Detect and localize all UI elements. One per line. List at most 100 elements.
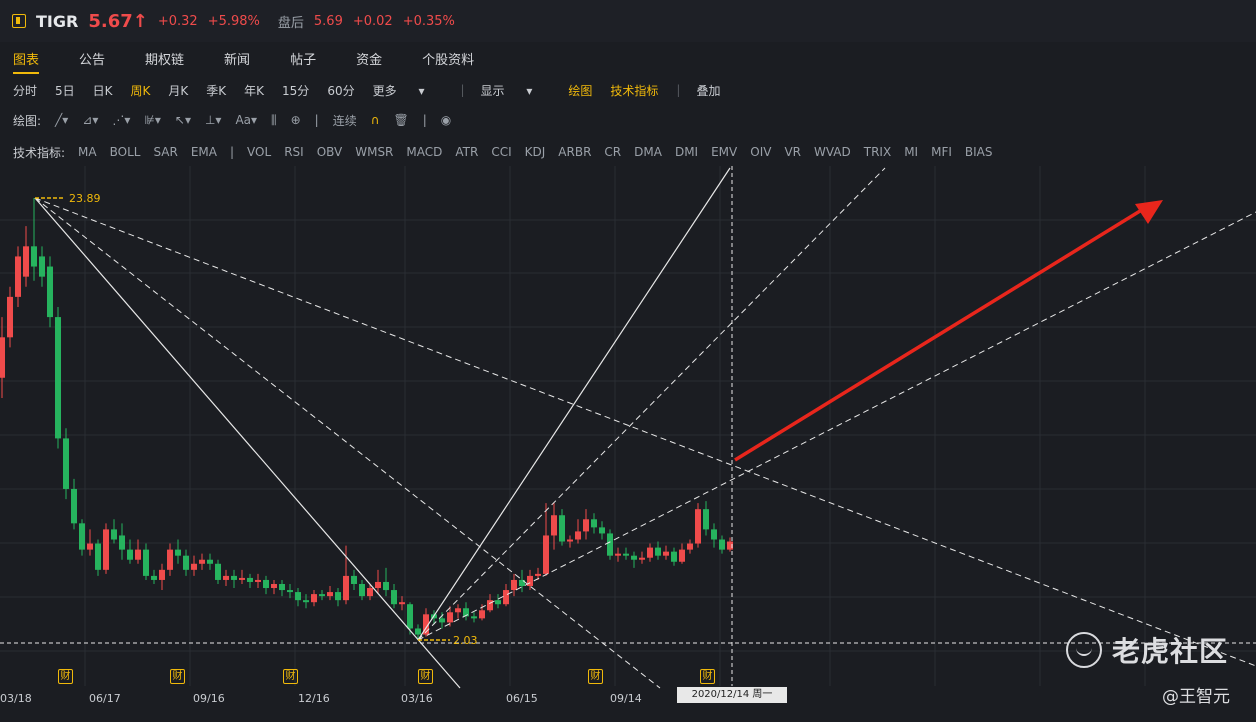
period-monthly[interactable]: 月K	[168, 83, 189, 98]
draw-toggle[interactable]: 绘图	[568, 83, 593, 98]
candle-body	[71, 488, 77, 524]
x-tick-label: 09/16	[193, 692, 225, 705]
indicator-sar[interactable]: SAR	[153, 145, 178, 159]
indicator-wvad[interactable]: WVAD	[814, 145, 851, 159]
candle-body	[215, 563, 221, 580]
candle-body	[271, 583, 277, 589]
overlay-button[interactable]: 叠加	[696, 83, 721, 98]
indicator-cci[interactable]: CCI	[491, 145, 512, 159]
candle-body	[455, 608, 461, 613]
crosshair-date-label: 2020/12/14 周一	[677, 687, 787, 703]
indicator-rsi[interactable]: RSI	[284, 145, 304, 159]
bar-pattern-icon[interactable]: ⫼	[271, 112, 277, 127]
candle-body	[687, 543, 693, 550]
earnings-marker[interactable]: 财	[588, 669, 603, 684]
candle-body	[7, 296, 13, 338]
candle-body	[479, 610, 485, 619]
indicator-ma[interactable]: MA	[78, 145, 97, 159]
candle-body	[535, 573, 541, 576]
indicator-vr[interactable]: VR	[784, 145, 801, 159]
x-tick-label: 12/16	[298, 692, 330, 705]
tiger-logo-icon	[1065, 632, 1102, 668]
candle-body	[599, 527, 605, 534]
indicator-wmsr[interactable]: WMSR	[355, 145, 394, 159]
channel-tool-icon[interactable]: ⊿▾	[82, 113, 99, 127]
indicator-bias[interactable]: BIAS	[964, 145, 993, 159]
indicator-boll[interactable]: BOLL	[109, 145, 141, 159]
tab-announcements[interactable]: 公告	[79, 52, 106, 68]
candle-body	[135, 549, 141, 560]
after-hours-price: 5.69	[313, 13, 343, 29]
trend-line-dashed	[34, 197, 661, 689]
period-15min[interactable]: 15分	[282, 83, 310, 98]
candlestick-chart[interactable]: 23.89 2.03	[0, 166, 1256, 722]
tab-news[interactable]: 新闻	[224, 52, 251, 68]
candle-body	[335, 592, 341, 601]
indicator-vol[interactable]: VOL	[247, 145, 272, 159]
earnings-marker[interactable]: 财	[283, 669, 298, 684]
arrow-tool-icon[interactable]: ↖▾	[174, 113, 191, 127]
indicator-cr[interactable]: CR	[604, 145, 622, 159]
indicator-oiv[interactable]: OIV	[750, 145, 772, 159]
candle-body	[559, 515, 565, 542]
tab-options[interactable]: 期权链	[145, 52, 185, 68]
period-5day[interactable]: 5日	[55, 83, 75, 98]
candle-body	[383, 581, 389, 591]
author-handle: @王智元	[1162, 687, 1230, 707]
tab-chart[interactable]: 图表	[13, 49, 40, 74]
earnings-marker[interactable]: 财	[58, 669, 73, 684]
tab-profile[interactable]: 个股资料	[422, 52, 475, 68]
line-tool-icon[interactable]: ╱▾	[55, 113, 69, 127]
candle-body	[511, 579, 517, 591]
after-hours-change: +0.02	[352, 13, 393, 29]
period-yearly[interactable]: 年K	[244, 83, 265, 98]
candle-body	[415, 628, 421, 635]
caret-down-icon: ▾	[418, 83, 425, 98]
indicator-macd[interactable]: MACD	[406, 145, 443, 159]
separator: |	[422, 113, 427, 127]
candle-body	[231, 575, 237, 580]
indicator-obv[interactable]: OBV	[316, 145, 343, 159]
fan-line-dashed	[417, 167, 886, 641]
candle-body	[727, 541, 733, 550]
magnet-icon[interactable]: ∩	[370, 113, 380, 127]
period-daily[interactable]: 日K	[92, 83, 113, 98]
low-price-label: 2.03	[453, 634, 478, 647]
price-change-pct: +5.98%	[207, 13, 260, 29]
indicator-atr[interactable]: ATR	[455, 145, 479, 159]
earnings-marker[interactable]: 财	[700, 669, 715, 684]
candle-body	[39, 256, 45, 277]
eye-icon[interactable]: ◉	[440, 113, 452, 127]
indicator-dmi[interactable]: DMI	[674, 145, 699, 159]
period-quarterly[interactable]: 季K	[206, 83, 227, 98]
wave-tool-icon[interactable]: ⋰▾	[112, 113, 131, 127]
indicator-mfi[interactable]: MFI	[931, 145, 952, 159]
period-60min[interactable]: 60分	[327, 83, 355, 98]
earnings-marker[interactable]: 财	[170, 669, 185, 684]
indicator-kdj[interactable]: KDJ	[524, 145, 546, 159]
quote-header: TIGR 5.67↑ +0.32 +5.98% 盘后 5.69 +0.02 +0…	[0, 0, 1256, 42]
zoom-icon[interactable]: ⊕	[290, 113, 301, 127]
tab-posts[interactable]: 帖子	[290, 52, 317, 68]
indicator-dma[interactable]: DMA	[634, 145, 662, 159]
indicator-emv[interactable]: EMV	[711, 145, 738, 159]
tab-funds[interactable]: 资金	[356, 52, 383, 68]
text-tool-icon[interactable]: Aa▾	[235, 113, 258, 127]
fib-tool-icon[interactable]: ⊯▾	[144, 113, 161, 127]
display-dropdown[interactable]: 显示 ▾	[480, 83, 533, 98]
period-more-dropdown[interactable]: 更多 ▾	[372, 83, 425, 98]
trash-icon[interactable]: 🗑	[393, 113, 409, 127]
candle-body	[647, 547, 653, 558]
indicator-trix[interactable]: TRIX	[863, 145, 892, 159]
earnings-marker[interactable]: 财	[418, 669, 433, 684]
candle-body	[719, 539, 725, 550]
indicator-arbr[interactable]: ARBR	[558, 145, 592, 159]
period-intraday[interactable]: 分时	[13, 83, 38, 98]
candle-body	[607, 533, 613, 556]
period-weekly[interactable]: 周K	[130, 83, 151, 98]
measure-tool-icon[interactable]: ⊥▾	[204, 113, 222, 127]
continuous-toggle[interactable]: 连续	[332, 113, 357, 128]
indicator-mi[interactable]: MI	[904, 145, 919, 159]
indicator-ema[interactable]: EMA	[190, 145, 217, 159]
indicators-toggle[interactable]: 技术指标	[610, 83, 659, 98]
